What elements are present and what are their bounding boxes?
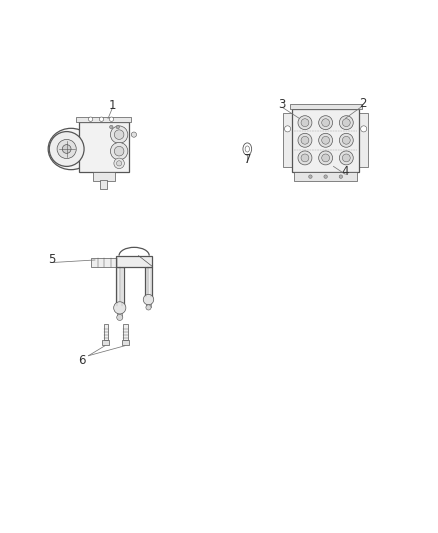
Bar: [123, 324, 127, 341]
Ellipse shape: [48, 128, 94, 169]
Text: 1: 1: [109, 99, 116, 112]
Circle shape: [339, 175, 343, 179]
Bar: [290, 103, 361, 109]
Circle shape: [110, 142, 128, 160]
Bar: [292, 109, 359, 172]
Text: 3: 3: [279, 98, 286, 111]
Bar: [104, 324, 108, 341]
Bar: [359, 113, 368, 167]
Bar: [77, 117, 131, 122]
Circle shape: [343, 154, 350, 162]
Circle shape: [309, 175, 312, 179]
Circle shape: [117, 161, 122, 166]
Circle shape: [319, 151, 332, 165]
Text: 6: 6: [78, 353, 86, 367]
Circle shape: [319, 116, 332, 130]
Circle shape: [322, 136, 329, 144]
Circle shape: [301, 119, 309, 126]
Circle shape: [143, 294, 154, 305]
Circle shape: [339, 116, 353, 130]
Bar: [146, 300, 151, 308]
Bar: [117, 308, 122, 318]
Bar: [145, 266, 152, 300]
Circle shape: [110, 117, 114, 122]
Circle shape: [298, 116, 312, 130]
Circle shape: [146, 305, 151, 310]
Circle shape: [285, 126, 290, 132]
Circle shape: [110, 126, 128, 143]
Circle shape: [57, 140, 76, 158]
Bar: [92, 258, 124, 266]
Circle shape: [301, 136, 309, 144]
Text: 2: 2: [359, 97, 366, 110]
Text: 7: 7: [244, 154, 251, 166]
Circle shape: [117, 314, 123, 320]
Circle shape: [88, 117, 93, 122]
Text: 4: 4: [342, 165, 349, 178]
Circle shape: [324, 175, 327, 179]
Circle shape: [116, 125, 120, 129]
Circle shape: [114, 130, 124, 140]
Circle shape: [298, 151, 312, 165]
Circle shape: [322, 119, 329, 126]
Circle shape: [360, 126, 367, 132]
Circle shape: [49, 132, 84, 166]
Circle shape: [131, 132, 137, 137]
Bar: [294, 172, 357, 181]
Circle shape: [62, 144, 71, 154]
Circle shape: [301, 154, 309, 162]
Circle shape: [319, 133, 332, 147]
Circle shape: [343, 119, 350, 126]
Circle shape: [322, 154, 329, 162]
Bar: [102, 341, 110, 345]
Circle shape: [110, 125, 113, 129]
Text: 5: 5: [48, 254, 55, 266]
Circle shape: [298, 133, 312, 147]
Bar: [116, 266, 124, 308]
Bar: [79, 122, 129, 172]
Circle shape: [114, 147, 124, 156]
Bar: [100, 180, 107, 189]
Circle shape: [114, 302, 126, 314]
Circle shape: [99, 117, 104, 122]
Circle shape: [343, 136, 350, 144]
Circle shape: [339, 151, 353, 165]
Circle shape: [339, 133, 353, 147]
Bar: [122, 341, 129, 345]
Bar: [93, 172, 115, 181]
Bar: [283, 113, 292, 167]
Bar: [116, 256, 152, 266]
Circle shape: [114, 158, 124, 168]
